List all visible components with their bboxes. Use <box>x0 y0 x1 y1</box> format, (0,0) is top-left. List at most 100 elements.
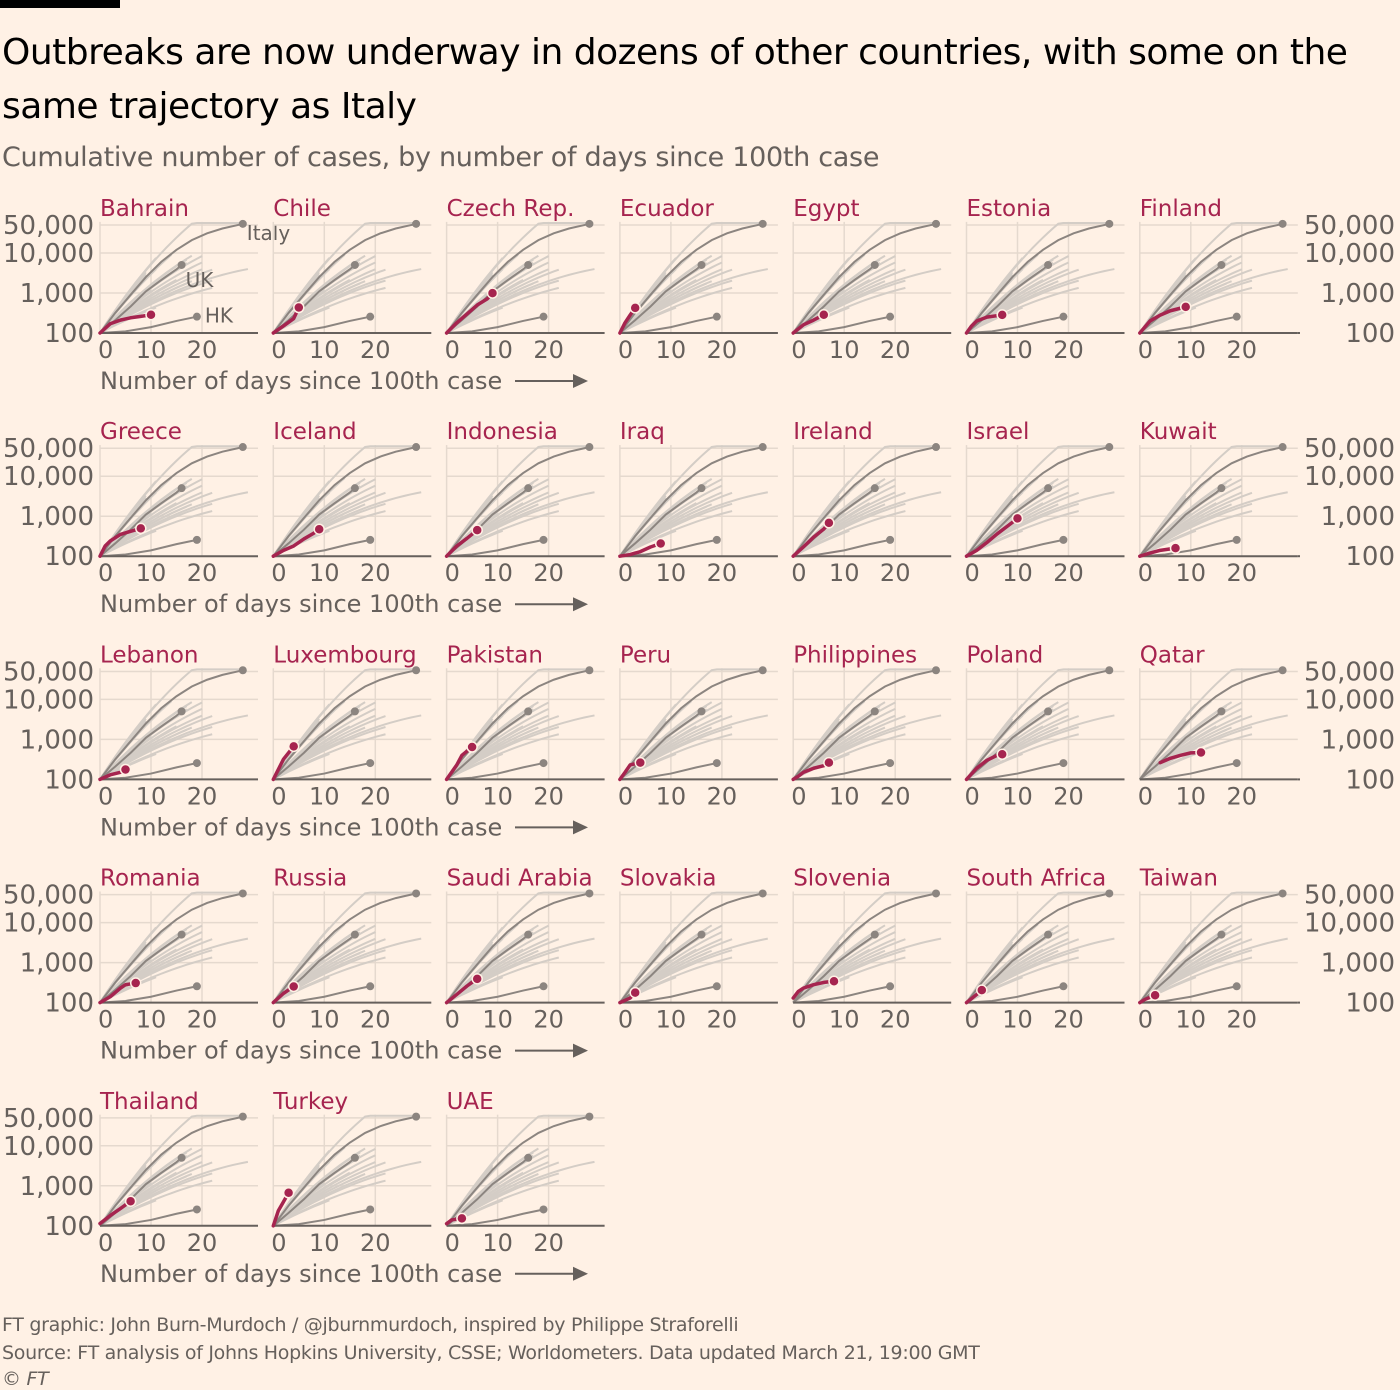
context-line <box>272 976 330 1004</box>
arrow-right-icon <box>573 820 588 835</box>
panel-philippines: Philippines 0 10 20 <box>791 642 952 810</box>
panel-title: Thailand <box>99 1089 199 1115</box>
reference-line-uk <box>1139 487 1223 557</box>
reference-endpoint-hk <box>1232 982 1241 991</box>
context-line <box>99 928 188 1004</box>
panel-title: Bahrain <box>100 196 189 222</box>
reference-endpoint-italy <box>412 889 421 898</box>
y-tick-label: 10,000 <box>3 462 94 492</box>
reference-endpoint-uk <box>697 930 706 939</box>
reference-endpoint-hk <box>1059 535 1068 544</box>
reference-line-italy <box>619 446 763 557</box>
x-tick-label: 10 <box>482 559 513 587</box>
x-tick-label: 0 <box>618 1006 633 1034</box>
context-line <box>445 928 534 1004</box>
panel-title: Finland <box>1140 196 1222 222</box>
x-tick-label: 10 <box>656 782 687 810</box>
reference-line-uk <box>272 710 356 781</box>
reference-line-uk <box>792 264 876 334</box>
reference-endpoint-hk <box>192 1205 201 1214</box>
highlight-line <box>444 528 479 558</box>
y-tick-label: 1,000 <box>20 502 94 532</box>
x-tick-label: 0 <box>98 1006 113 1034</box>
y-tick-label: 1,000 <box>20 1172 94 1202</box>
reference-endpoint-italy <box>932 666 940 675</box>
panel-title: Saudi Arabia <box>447 866 593 892</box>
reference-endpoint-uk <box>870 707 879 716</box>
x-tick-label: 20 <box>1227 782 1258 810</box>
x-axis-label-group: Number of days since 100th case <box>100 1037 588 1065</box>
x-axis-label: Number of days since 100th case <box>100 590 502 618</box>
reference-line-hk <box>793 762 891 781</box>
y-tick-label: 100 <box>44 542 94 572</box>
panel-title: Slovenia <box>793 866 891 892</box>
x-tick-label: 10 <box>309 1229 340 1257</box>
reference-line-hk <box>619 315 718 334</box>
context-line <box>1139 481 1228 557</box>
reference-endpoint-hk <box>1232 312 1241 321</box>
panel-title: Russia <box>273 866 347 892</box>
reference-endpoint-hk <box>192 759 201 768</box>
context-line <box>99 258 188 334</box>
reference-endpoint-hk <box>366 759 375 768</box>
y-tick-label: 50,000 <box>3 1104 94 1134</box>
highlight-endpoint <box>287 740 300 753</box>
x-tick-label: 20 <box>880 559 911 587</box>
reference-endpoint-uk <box>177 484 186 493</box>
reference-endpoint-uk <box>1217 484 1226 493</box>
y-tick-label: 1,000 <box>1321 949 1395 979</box>
reference-line-italy <box>272 222 417 334</box>
x-tick-label: 20 <box>360 1006 391 1034</box>
x-axis-label: Number of days since 100th case <box>100 367 502 395</box>
panel-slovakia: Slovakia 0 10 20 <box>618 866 778 1034</box>
x-tick-label: 10 <box>309 782 340 810</box>
reference-endpoint-hk <box>192 312 201 321</box>
panel-title: Qatar <box>1140 642 1205 668</box>
context-line <box>446 728 534 781</box>
x-tick-label: 20 <box>187 1006 218 1034</box>
reference-line-hk <box>446 985 544 1004</box>
reference-endpoint-italy <box>238 443 247 452</box>
reference-line-italy <box>965 892 1110 1004</box>
x-axis-label: Number of days since 100th case <box>100 1037 502 1065</box>
reference-line-italy <box>792 669 937 781</box>
reference-line-hk <box>446 1208 544 1227</box>
reference-endpoint-hk <box>366 312 375 321</box>
reference-endpoint-uk <box>177 260 186 269</box>
reference-endpoint-italy <box>758 666 767 675</box>
x-tick-label: 20 <box>533 1229 564 1257</box>
reference-endpoint-uk <box>870 260 879 269</box>
x-tick-label: 0 <box>445 1229 460 1257</box>
reference-line-uk <box>99 933 183 1004</box>
reference-endpoint-italy <box>238 889 247 898</box>
reference-line-hk <box>99 1208 198 1227</box>
reference-line-uk <box>445 710 529 781</box>
highlight-line <box>98 526 143 558</box>
context-line <box>966 976 1023 1004</box>
reference-endpoint-hk <box>886 982 895 991</box>
reference-endpoint-uk <box>350 707 359 716</box>
panel-indonesia: Indonesia 0 10 20 <box>445 419 605 587</box>
panel-czech-rep-: Czech Rep. 0 10 20 <box>445 196 605 364</box>
reference-endpoint-italy <box>238 1112 247 1121</box>
reference-endpoint-uk <box>1217 707 1226 716</box>
x-tick-label: 0 <box>445 782 460 810</box>
highlight-endpoint <box>145 309 157 321</box>
context-line <box>446 976 504 1004</box>
highlight-endpoint <box>119 763 132 776</box>
reference-endpoint-italy <box>1105 666 1114 675</box>
panel-title: Luxembourg <box>273 642 416 668</box>
x-tick-label: 20 <box>1227 336 1258 364</box>
x-tick-label: 10 <box>136 336 167 364</box>
reference-endpoint-italy <box>412 1112 421 1121</box>
panel-title: Iraq <box>620 419 665 445</box>
y-tick-label: 100 <box>44 765 94 795</box>
x-tick-label: 0 <box>618 782 633 810</box>
panel-title: Taiwan <box>1139 866 1218 892</box>
panel-title: UAE <box>447 1089 494 1115</box>
x-tick-label: 0 <box>98 1229 113 1257</box>
y-tick-label: 50,000 <box>1304 657 1395 687</box>
